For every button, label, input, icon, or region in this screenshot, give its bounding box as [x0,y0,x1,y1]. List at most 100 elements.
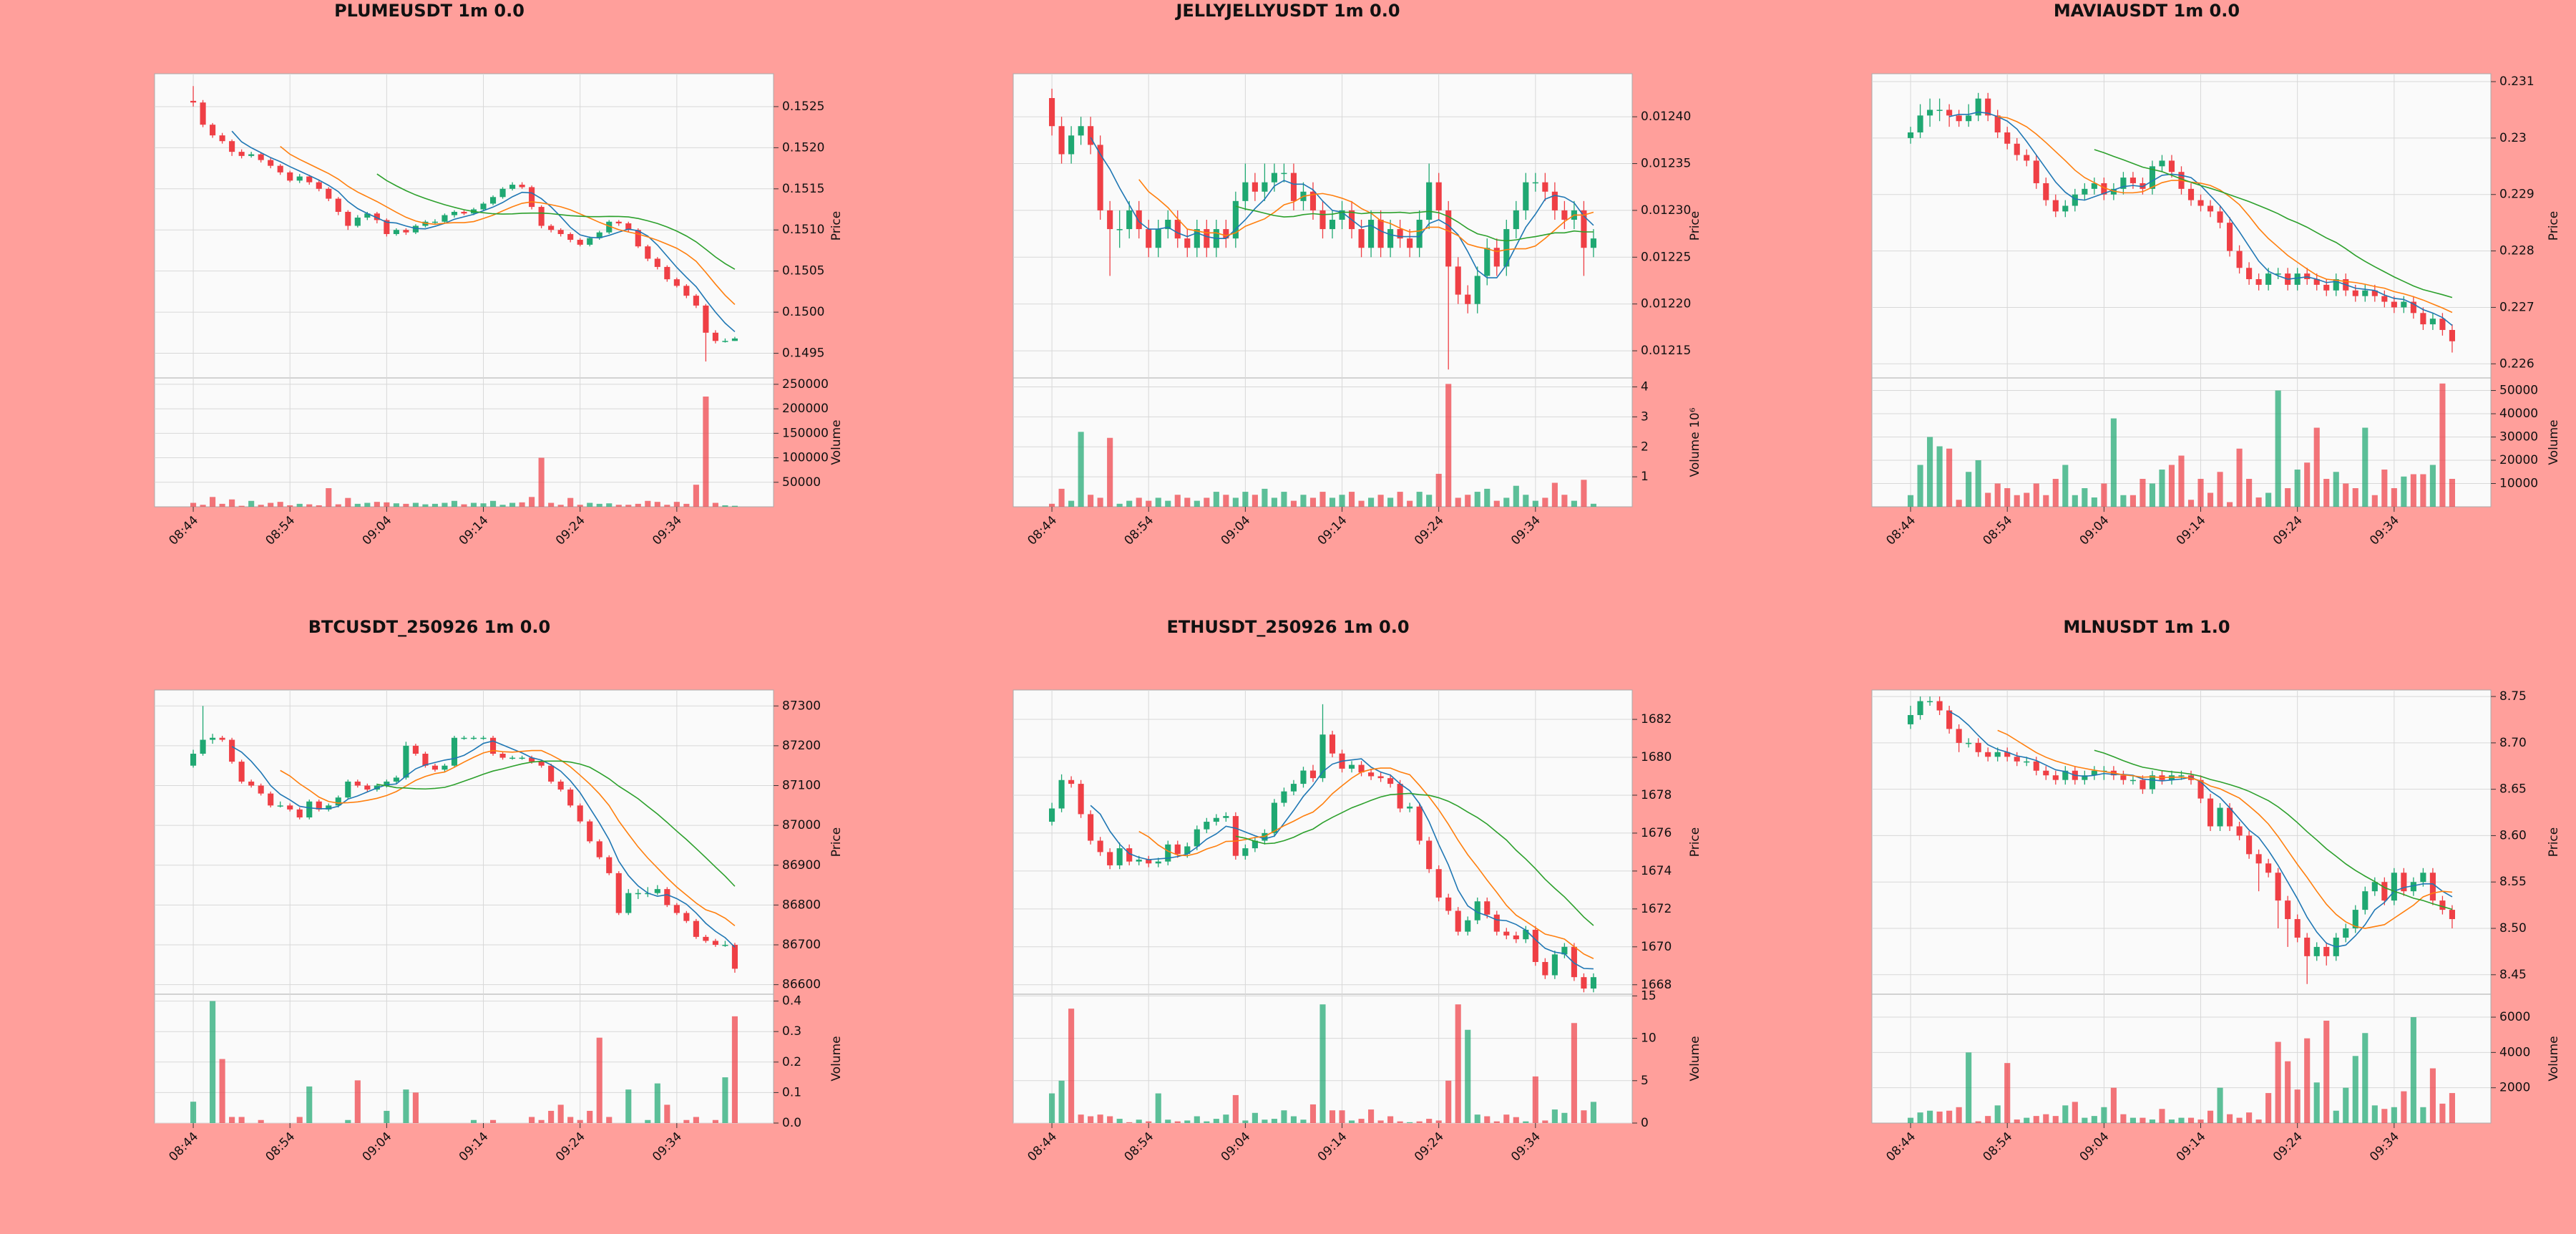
volume-bar [1377,495,1384,507]
candle-body [2410,882,2416,892]
candle-body [499,188,506,198]
candle-body [1503,931,1510,936]
volume-bar [1927,1110,1933,1123]
volume-bar [1445,1080,1452,1123]
volume-bar [296,503,303,507]
volume-bar [2313,427,2320,507]
candle-body [1242,848,1249,856]
candle-body [2062,205,2069,212]
volume-bar [673,502,680,507]
candle-body [238,152,245,156]
volume-bar [2014,1119,2020,1123]
volume-bar [683,503,690,507]
candle-body [2014,143,2020,155]
candle-body [722,945,728,946]
candle-body [1426,840,1433,870]
y2-tick-label: 250000 [782,377,829,392]
candle-body [461,211,467,214]
volume-bar [210,497,216,507]
volume-plot-area [1871,993,2492,1124]
candle-body [2004,752,2011,757]
volume-bar [489,1119,497,1123]
y2-tick-label: 50000 [782,475,821,490]
volume-bar [548,502,555,507]
volume-bar [1397,492,1403,507]
volume-bar [2197,479,2204,507]
candle-body [1252,840,1258,849]
candle-body [1561,946,1568,955]
volume-bar [2343,483,2349,507]
volume-bar [403,1089,409,1123]
candle-body [2420,313,2426,325]
volume-bar [2159,470,2165,507]
volume-bar [1407,1122,1413,1123]
volume-bar [335,504,341,507]
volume-bar [2033,1116,2039,1123]
volume-bar [2236,448,2243,507]
candle-body [374,213,380,220]
volume-bar [1975,460,1981,507]
candle-body [1561,210,1568,220]
candle-body [412,225,419,233]
volume-bar [451,500,458,507]
volume-bar [1581,1110,1587,1123]
candle-body [1523,182,1529,210]
candle-body [2217,807,2223,827]
volume-bar [2449,1093,2455,1123]
volume-bar [2101,483,2107,507]
y-axis-label: Price [829,827,844,857]
y2-tick-label: 10 [1641,1031,1657,1046]
y2-tick-label: 1 [1641,470,1649,484]
volume-bar [2362,1033,2368,1123]
candle-body [2227,223,2233,251]
volume-bar [1107,1116,1113,1123]
candle-body [1956,115,1962,122]
volume-bar [2187,500,2195,507]
candle-body [1416,806,1423,841]
candle-body [364,213,371,218]
candle-body [2246,835,2253,855]
candle-body [1484,901,1491,915]
volume-bar [587,1110,593,1123]
chart-panel: 0.1495 0.1500 0.1505 0.1510 0.1515 0.1520 0.15… [154,73,844,548]
candle-body [1927,110,1933,116]
volume-bar [1281,1110,1287,1123]
volume-bar [1252,1112,1258,1123]
candle-body [238,762,245,782]
volume-bar [2014,495,2020,507]
volume-bar [1223,1114,1229,1123]
y-tick-label: 8.60 [2499,828,2527,842]
y-tick-label: 0.226 [2499,356,2534,371]
candle-body [248,781,255,786]
y2-tick-label: 0 [1641,1116,1649,1130]
candle-body [1194,829,1200,847]
volume-bar [2178,1117,2185,1123]
volume-bar [489,500,497,507]
volume-bar [1416,492,1423,507]
volume-bar [2285,1061,2291,1123]
candle-body [2429,319,2436,325]
candle-body [384,220,390,234]
volume-bar [1358,1119,1365,1123]
candle-body [2246,268,2253,280]
volume-bar [1387,1116,1394,1123]
volume-bar [1407,500,1413,507]
volume-bar [1590,1102,1596,1123]
candle-body [1116,229,1123,230]
volume-bar [229,499,235,507]
candle-body [1455,910,1461,932]
volume-bar [2352,488,2358,507]
candle-body [2187,188,2195,200]
candle-body [2362,290,2368,296]
moving-average-line [1235,205,1594,242]
candle-body [2285,900,2291,920]
volume-bar [1088,1116,1094,1123]
candle-body [489,197,497,204]
candle-body [2120,775,2127,780]
candle-body [2043,183,2049,200]
volume-bar [354,1080,361,1123]
chart-panel: 86600 86700 86800 86900 87000 87100 87200 87300… [154,689,844,1165]
volume-bar [1281,492,1287,507]
volume-bar [538,457,545,507]
volume-bar [2255,497,2262,507]
